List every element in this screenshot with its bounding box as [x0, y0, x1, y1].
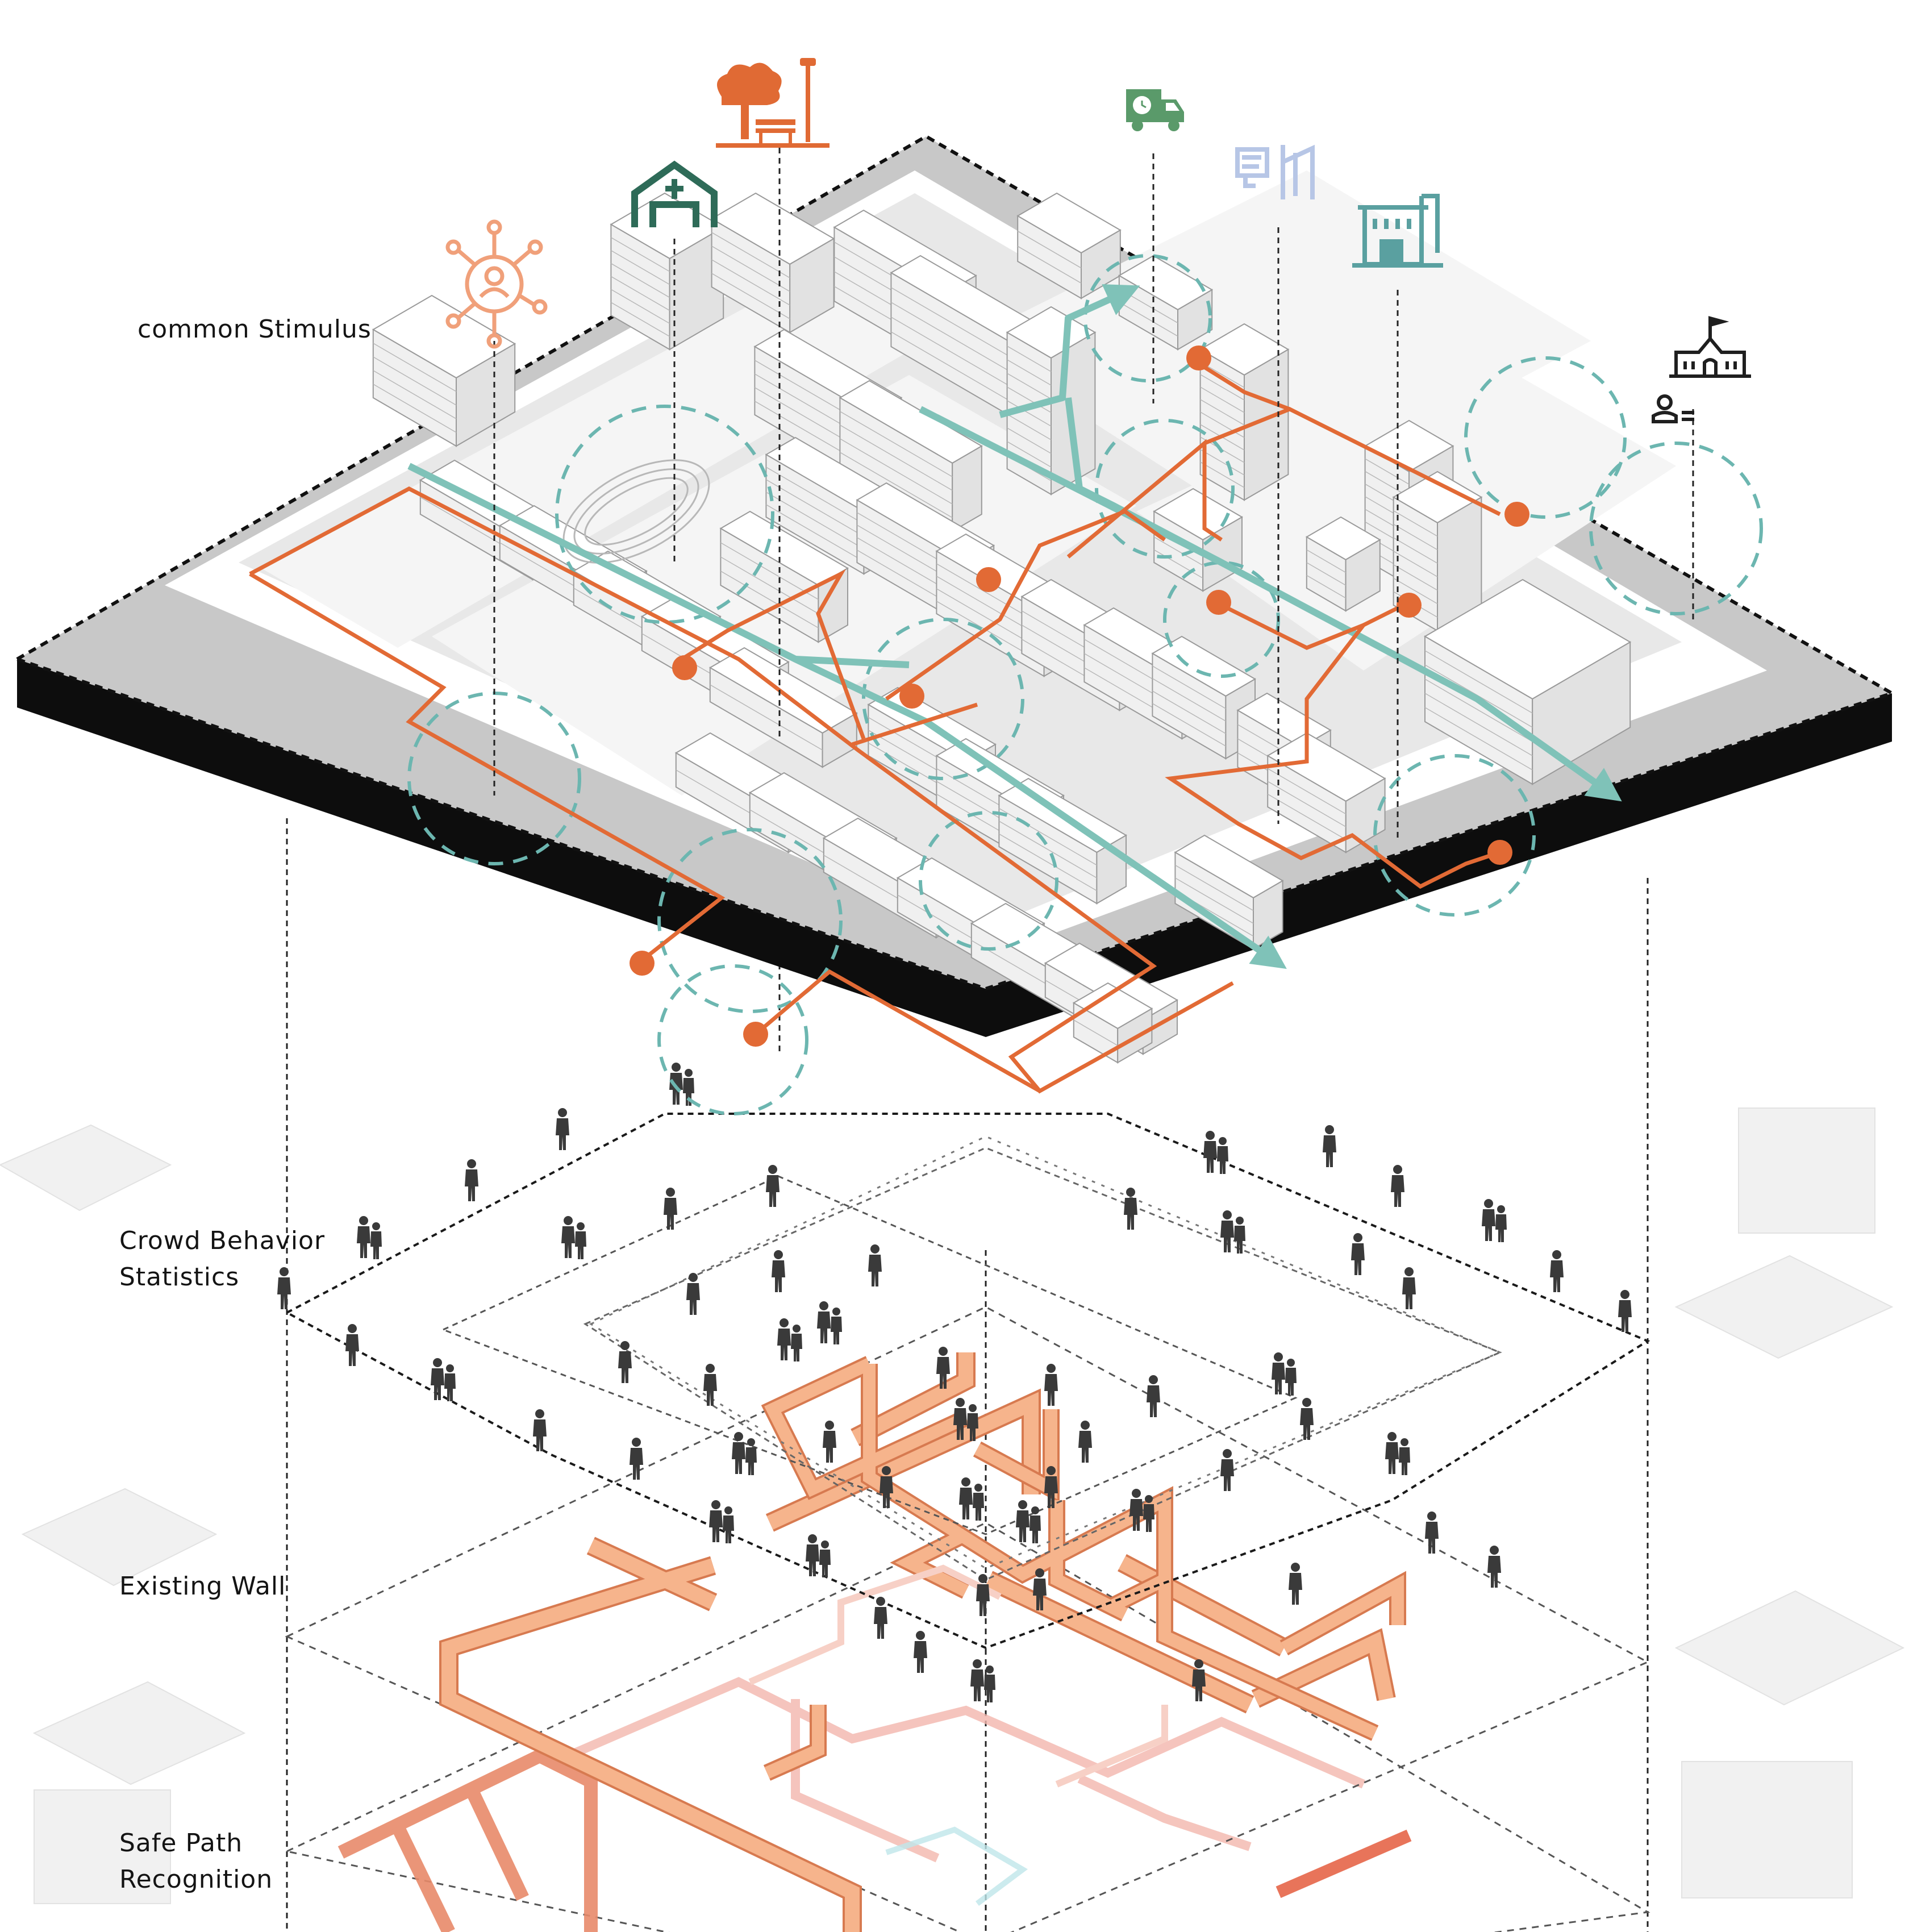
person-4 [357, 1216, 382, 1259]
building-17 [1424, 578, 1632, 785]
social-network-icon [445, 219, 548, 349]
label-existing-wall: Existing Wall [119, 1572, 286, 1601]
person-38 [1425, 1512, 1439, 1554]
person-33 [1078, 1421, 1092, 1463]
influence-circles [407, 254, 1763, 1115]
building-2 [710, 192, 835, 334]
person-40 [806, 1534, 831, 1577]
person-53 [880, 1466, 893, 1508]
delivery-truck-icon [1126, 89, 1184, 131]
person-36 [1300, 1398, 1314, 1440]
person-21 [1124, 1188, 1137, 1230]
person-16 [817, 1301, 842, 1344]
person-42 [914, 1631, 927, 1673]
person-46 [1016, 1500, 1041, 1543]
person-8 [533, 1409, 547, 1451]
building-34 [1016, 192, 1122, 299]
person-32 [1147, 1375, 1160, 1417]
building-6 [839, 380, 983, 532]
person-45 [1044, 1466, 1058, 1508]
park-bench-tree-icon [716, 58, 830, 148]
person-10 [709, 1500, 734, 1543]
person-52 [777, 1318, 802, 1361]
person-11 [664, 1188, 677, 1230]
person-20 [1044, 1364, 1058, 1406]
building-40 [1174, 834, 1284, 950]
clinic-icon [631, 160, 718, 227]
person-2 [556, 1108, 569, 1150]
person-22 [1203, 1131, 1228, 1174]
orange-route [249, 362, 1501, 1094]
building-18 [1305, 516, 1381, 612]
person-7 [431, 1358, 456, 1401]
person-54 [823, 1421, 836, 1463]
bus-stop-sign-icon [1235, 144, 1315, 199]
background-city [0, 1107, 1905, 1904]
person-34 [1129, 1489, 1154, 1532]
person-51 [703, 1364, 717, 1406]
person-25 [1482, 1199, 1507, 1242]
person-31 [1272, 1352, 1297, 1396]
label-safe-path: Safe Path Recognition [119, 1829, 273, 1894]
person-47 [1289, 1563, 1302, 1605]
person-24 [1391, 1165, 1404, 1207]
person-15 [772, 1250, 785, 1292]
buildings [372, 192, 1632, 1064]
person-28 [1220, 1210, 1245, 1254]
person-18 [936, 1347, 950, 1389]
market-building-icon [1352, 194, 1443, 268]
building-8 [719, 510, 849, 643]
person-9 [630, 1438, 643, 1480]
person-29 [1351, 1233, 1365, 1275]
person-26 [1550, 1250, 1564, 1292]
person-41 [874, 1597, 887, 1639]
person-56 [976, 1574, 990, 1616]
person-13 [561, 1216, 586, 1259]
person-17 [868, 1244, 882, 1286]
person-6 [345, 1324, 359, 1366]
person-48 [1192, 1659, 1206, 1701]
people-silhouettes [277, 1063, 1632, 1702]
safe-path-layer [284, 1522, 1650, 1932]
orange-nodes [630, 345, 1529, 1047]
icon-leader-lines [493, 148, 1694, 841]
person-43 [970, 1659, 995, 1702]
person-50 [618, 1341, 632, 1383]
label-common-stimulus: common Stimulus [137, 315, 372, 344]
person-37 [1385, 1432, 1410, 1475]
sports-track [562, 459, 710, 564]
label-crowd-behavior: Crowd Behavior Statistics [119, 1226, 326, 1292]
person-19 [953, 1398, 978, 1441]
person-39 [1487, 1546, 1501, 1588]
person-44 [1033, 1568, 1047, 1610]
person-55 [732, 1432, 757, 1475]
person-14 [686, 1273, 700, 1315]
person-list-icon [1652, 394, 1694, 423]
school-icon [1669, 316, 1751, 378]
person-12 [766, 1165, 780, 1207]
building-14 [1199, 323, 1290, 501]
person-5 [277, 1267, 291, 1309]
person-35 [1220, 1449, 1234, 1491]
person-30 [1402, 1267, 1416, 1309]
existing-wall-layer [285, 1306, 1650, 1932]
person-3 [465, 1159, 478, 1201]
crowd-behavior-layer [284, 1113, 1650, 1650]
person-49 [959, 1477, 984, 1521]
building-26 [708, 647, 858, 768]
person-27 [1618, 1290, 1632, 1332]
person-23 [1323, 1125, 1336, 1167]
building-33 [372, 294, 516, 447]
